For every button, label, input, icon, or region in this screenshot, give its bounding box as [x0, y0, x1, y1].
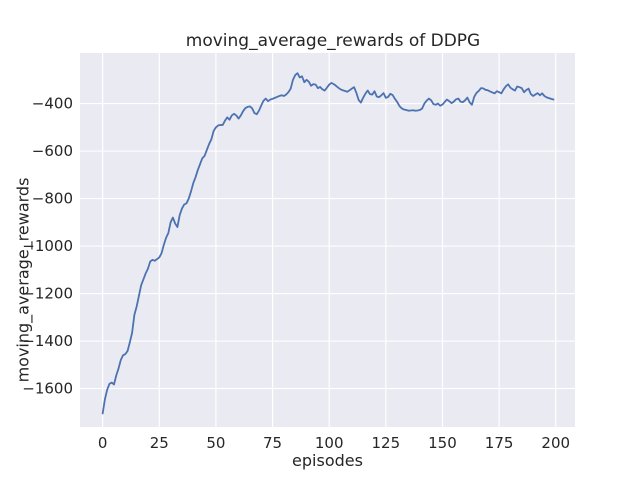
x-tick-label: 200 — [541, 434, 570, 452]
chart-title: moving_average_rewards of DDPG — [185, 31, 481, 51]
x-tick-label: 175 — [485, 434, 514, 452]
x-tick-label: 125 — [372, 434, 401, 452]
x-tick-label: 50 — [206, 434, 225, 452]
y-tick-label: −1000 — [22, 237, 73, 255]
y-tick-label: −1400 — [22, 332, 73, 350]
x-tick-label: 75 — [263, 434, 282, 452]
x-axis-label: episodes — [292, 451, 363, 470]
y-tick-label: −400 — [32, 95, 73, 113]
x-tick-label: 25 — [150, 434, 169, 452]
y-tick-label: −1200 — [22, 285, 73, 303]
y-tick-label: −600 — [32, 142, 73, 160]
axes-background — [80, 53, 575, 427]
x-tick-label: 150 — [428, 434, 457, 452]
y-axis-label: moving_average_rewards — [13, 177, 33, 383]
x-tick-label: 0 — [98, 434, 108, 452]
x-tick-label: 100 — [315, 434, 344, 452]
reward-line — [101, 72, 555, 415]
y-tick-label: −800 — [32, 190, 73, 208]
y-tick-label: −1600 — [22, 380, 73, 398]
